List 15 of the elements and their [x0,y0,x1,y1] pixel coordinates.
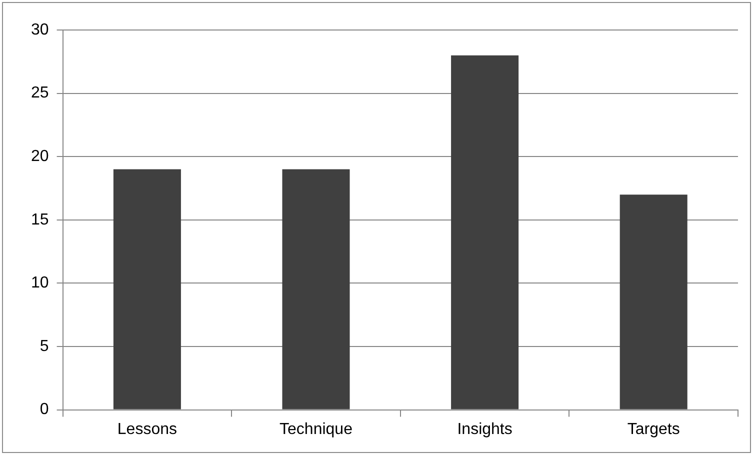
y-tick-label: 20 [31,148,49,166]
y-tick-label: 15 [31,211,49,228]
y-tick-label: 30 [31,21,49,38]
y-tick-label: 5 [40,338,49,355]
bar [113,169,181,410]
y-tick-label: 10 [31,274,49,292]
bar [620,194,688,410]
x-tick-label: Lessons [117,420,177,438]
x-tick-label: Targets [627,420,680,438]
x-tick-label: Insights [457,420,512,438]
x-tick-label: Technique [280,420,353,438]
bar [451,55,519,410]
y-tick-label: 25 [31,84,49,102]
bar [282,169,350,410]
y-tick-label: 0 [40,401,49,418]
